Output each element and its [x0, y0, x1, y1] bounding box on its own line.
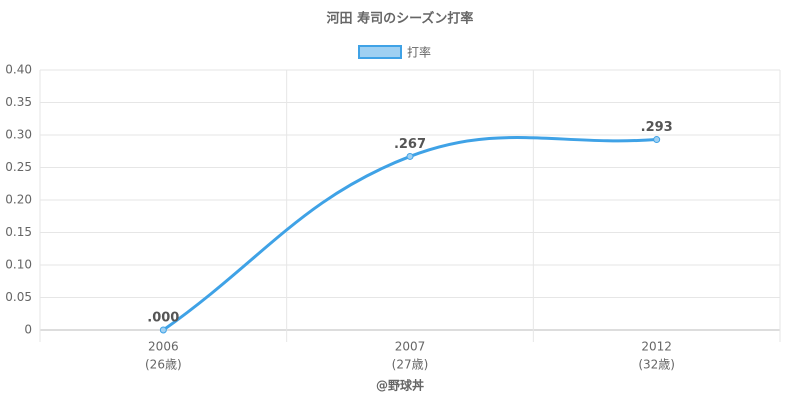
x-tick-label: 2006: [148, 340, 179, 354]
y-tick-label: 0.20: [5, 193, 32, 207]
y-tick-label: 0.35: [5, 95, 32, 109]
y-tick-label: 0.15: [5, 225, 32, 239]
data-point: [159, 326, 167, 334]
x-tick-sublabel: (26歳): [145, 358, 182, 372]
x-tick-sublabel: (32歳): [638, 358, 675, 372]
y-tick-label: 0.10: [5, 258, 32, 272]
y-tick-label: 0.25: [5, 160, 32, 174]
data-point: [406, 152, 414, 160]
y-tick-label: 0.30: [5, 128, 32, 142]
chart-title: 河田 寿司のシーズン打率: [327, 11, 474, 27]
data-label: .293: [641, 120, 673, 135]
data-point: [653, 136, 661, 144]
footer: @野球丼: [376, 378, 424, 393]
x-tick-sublabel: (27歳): [392, 358, 429, 372]
data-label: .000: [147, 311, 179, 326]
y-tick-label: 0.05: [5, 290, 32, 304]
legend-label: 打率: [407, 45, 431, 60]
y-tick-label: 0.40: [5, 63, 32, 77]
data-label: .267: [394, 137, 426, 152]
x-tick-label: 2007: [395, 340, 426, 354]
y-tick-label: 0: [24, 323, 32, 337]
x-tick-label: 2012: [641, 340, 672, 354]
series-line: [162, 136, 657, 332]
legend-swatch: [358, 45, 402, 59]
